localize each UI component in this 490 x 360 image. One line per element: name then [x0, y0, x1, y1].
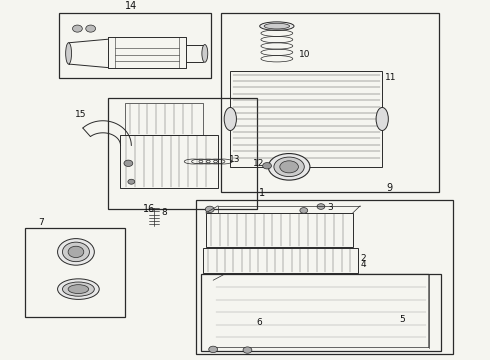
- Ellipse shape: [224, 108, 236, 131]
- Circle shape: [209, 346, 218, 352]
- Ellipse shape: [68, 246, 84, 257]
- Circle shape: [243, 347, 252, 353]
- Ellipse shape: [62, 282, 94, 296]
- Text: 1: 1: [259, 188, 265, 198]
- Ellipse shape: [269, 154, 310, 180]
- Circle shape: [205, 206, 214, 212]
- Text: 12: 12: [253, 159, 265, 168]
- Ellipse shape: [260, 22, 294, 30]
- Bar: [206, 213, 353, 247]
- Text: 9: 9: [387, 184, 392, 193]
- Ellipse shape: [66, 43, 72, 64]
- Text: 6: 6: [257, 318, 263, 327]
- Bar: [125, 103, 203, 135]
- Bar: [203, 248, 358, 273]
- Ellipse shape: [57, 279, 99, 300]
- Bar: [201, 274, 441, 351]
- Ellipse shape: [280, 161, 298, 173]
- Ellipse shape: [264, 23, 290, 29]
- Circle shape: [128, 179, 135, 184]
- Text: 7: 7: [38, 219, 44, 228]
- Circle shape: [73, 25, 82, 32]
- Circle shape: [263, 163, 271, 169]
- Bar: [120, 135, 218, 188]
- Circle shape: [86, 25, 96, 32]
- Circle shape: [317, 204, 325, 210]
- Text: 15: 15: [75, 110, 87, 119]
- Text: 13: 13: [229, 155, 241, 164]
- Text: 8: 8: [162, 208, 168, 217]
- Ellipse shape: [274, 157, 304, 176]
- Circle shape: [124, 160, 133, 166]
- Ellipse shape: [58, 239, 94, 265]
- Ellipse shape: [68, 285, 89, 293]
- Ellipse shape: [202, 45, 208, 62]
- Text: 5: 5: [399, 315, 405, 324]
- Text: 11: 11: [385, 73, 396, 82]
- Circle shape: [300, 208, 308, 213]
- Text: 4: 4: [360, 260, 366, 269]
- Bar: [196, 200, 453, 354]
- Bar: [59, 13, 211, 78]
- Text: 2: 2: [360, 254, 366, 263]
- Ellipse shape: [376, 108, 388, 131]
- Text: 16: 16: [143, 204, 156, 214]
- Bar: [24, 228, 125, 318]
- Text: 10: 10: [299, 50, 310, 59]
- Ellipse shape: [62, 242, 89, 262]
- Bar: [220, 13, 439, 192]
- Bar: [108, 98, 257, 210]
- Bar: [230, 71, 382, 167]
- Text: 14: 14: [125, 1, 137, 11]
- Text: 3: 3: [327, 203, 333, 212]
